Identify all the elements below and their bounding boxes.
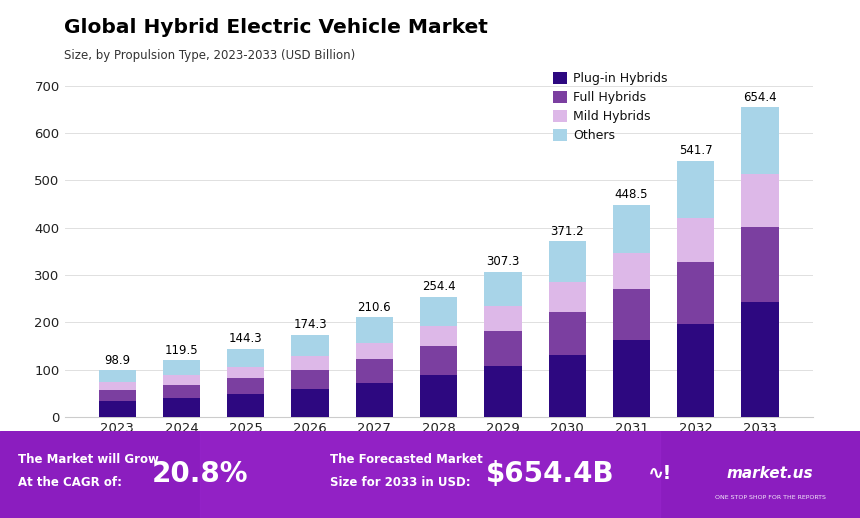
Bar [741, 227, 778, 303]
Bar [549, 282, 586, 312]
Bar [227, 394, 264, 417]
Bar [227, 367, 264, 378]
Text: 448.5: 448.5 [615, 189, 648, 202]
Bar [420, 297, 458, 326]
Bar [549, 354, 586, 417]
Text: 654.4: 654.4 [743, 91, 777, 104]
Bar [292, 389, 329, 417]
Text: 541.7: 541.7 [679, 145, 713, 157]
Bar [677, 324, 715, 417]
Bar [356, 343, 393, 359]
Text: 254.4: 254.4 [421, 280, 456, 293]
Text: Global Hybrid Electric Vehicle Market: Global Hybrid Electric Vehicle Market [64, 18, 488, 37]
Bar [741, 303, 778, 417]
Bar [613, 205, 650, 253]
Bar [227, 378, 264, 394]
Text: The Market will Grow: The Market will Grow [18, 453, 159, 467]
Text: 307.3: 307.3 [486, 255, 519, 268]
Bar [677, 218, 715, 262]
Text: At the CAGR of:: At the CAGR of: [18, 477, 122, 490]
Legend: Plug-in Hybrids, Full Hybrids, Mild Hybrids, Others: Plug-in Hybrids, Full Hybrids, Mild Hybr… [550, 68, 672, 146]
Bar [741, 174, 778, 227]
Bar [484, 331, 521, 366]
Bar [163, 398, 200, 417]
Bar [292, 356, 329, 370]
Bar [99, 391, 136, 401]
Bar [484, 366, 521, 417]
Bar [484, 271, 521, 306]
Bar [484, 306, 521, 331]
Text: Size, by Propulsion Type, 2023-2033 (USD Billion): Size, by Propulsion Type, 2023-2033 (USD… [64, 49, 356, 62]
Text: The Forecasted Market: The Forecasted Market [330, 453, 482, 467]
Bar [356, 318, 393, 343]
Text: ∿ǃ: ∿ǃ [648, 465, 672, 483]
Text: 210.6: 210.6 [358, 301, 391, 314]
Bar [420, 347, 458, 376]
Bar [163, 385, 200, 398]
Bar [677, 161, 715, 218]
Bar [292, 370, 329, 389]
Bar [613, 340, 650, 417]
Bar [99, 382, 136, 391]
Text: $654.4B: $654.4B [486, 460, 614, 488]
Text: 371.2: 371.2 [550, 225, 584, 238]
Text: 119.5: 119.5 [164, 344, 199, 357]
Bar [677, 262, 715, 324]
Bar [420, 326, 458, 347]
Bar [99, 401, 136, 417]
Bar [292, 335, 329, 356]
Text: ONE STOP SHOP FOR THE REPORTS: ONE STOP SHOP FOR THE REPORTS [715, 496, 826, 500]
Bar [549, 312, 586, 354]
Text: market.us: market.us [727, 467, 814, 482]
Bar [356, 383, 393, 417]
Bar [741, 107, 778, 174]
Bar [163, 376, 200, 385]
Bar [356, 359, 393, 383]
Text: 20.8%: 20.8% [151, 460, 249, 488]
Bar [420, 376, 458, 417]
Bar [549, 241, 586, 282]
Text: 174.3: 174.3 [293, 318, 327, 331]
Bar [613, 253, 650, 289]
Bar [200, 431, 660, 518]
Bar [613, 289, 650, 340]
Bar [99, 370, 136, 382]
Bar [227, 349, 264, 367]
Text: 98.9: 98.9 [104, 354, 130, 367]
Text: Size for 2033 in USD:: Size for 2033 in USD: [330, 477, 470, 490]
Text: 144.3: 144.3 [229, 333, 262, 346]
Bar [163, 361, 200, 376]
